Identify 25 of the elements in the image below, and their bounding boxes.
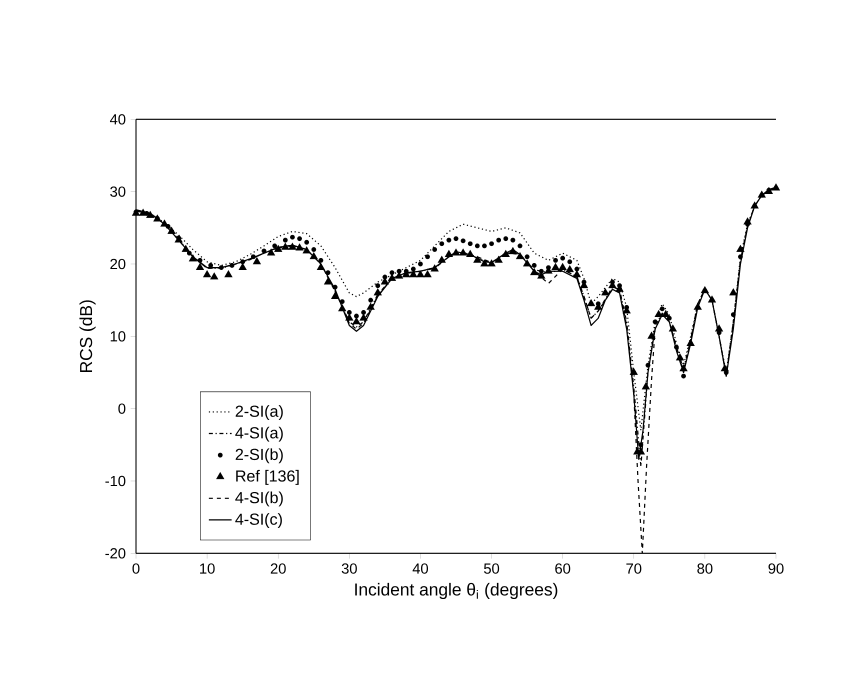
x-tick-label: 80 — [697, 563, 712, 574]
x-tick-label: 40 — [412, 563, 428, 574]
y-tick-label: 30 — [110, 186, 126, 197]
legend-label: 4-SI(b) — [235, 492, 283, 506]
y-tick-label: 40 — [110, 114, 126, 125]
legend-label: 4-SI(a) — [235, 426, 283, 442]
legend-label: 2-SI(b) — [236, 448, 283, 464]
x-tick-label: 90 — [768, 563, 784, 574]
y-tick-label: -10 — [105, 476, 126, 486]
x-tick-label: 0 — [132, 563, 140, 574]
y-tick-label: 0 — [118, 403, 126, 414]
x-axis-title: Incident angle θ$_{i}$ (degrees) — [355, 582, 558, 600]
legend-label: 4-SI(c) — [235, 513, 282, 528]
x-tick-label: 50 — [484, 563, 500, 574]
y-axis-title: RCS (dB) — [79, 300, 96, 372]
x-tick-label: 10 — [200, 563, 215, 574]
y-tick-label: -20 — [105, 548, 126, 559]
legend-label: Ref [136] — [236, 470, 299, 485]
y-tick-label: 20 — [110, 258, 126, 270]
x-tick-label: 70 — [626, 563, 642, 574]
y-tick-label: 10 — [110, 331, 126, 342]
x-tick-label: 30 — [342, 563, 357, 574]
x-tick-label: 60 — [555, 563, 570, 574]
x-tick-label: 20 — [270, 563, 286, 574]
legend-label: 2-SI(a) — [236, 405, 283, 420]
